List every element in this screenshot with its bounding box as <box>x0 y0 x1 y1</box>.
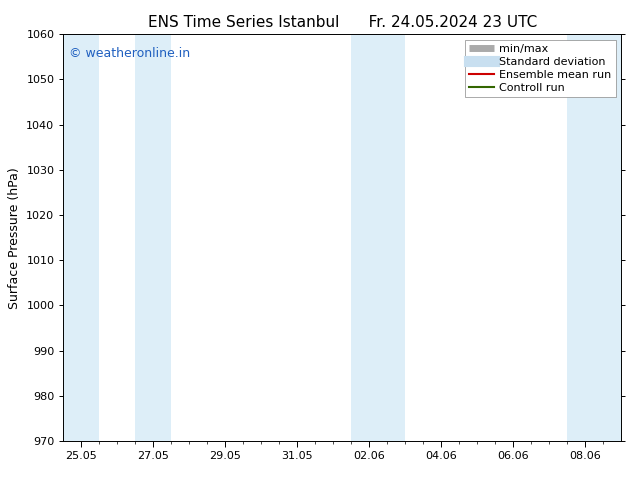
Bar <box>136 34 171 441</box>
Bar <box>63 34 100 441</box>
Legend: min/max, Standard deviation, Ensemble mean run, Controll run: min/max, Standard deviation, Ensemble me… <box>465 40 616 97</box>
Bar <box>351 34 405 441</box>
Y-axis label: Surface Pressure (hPa): Surface Pressure (hPa) <box>8 167 21 309</box>
Title: ENS Time Series Istanbul      Fr. 24.05.2024 23 UTC: ENS Time Series Istanbul Fr. 24.05.2024 … <box>148 15 537 30</box>
Text: © weatheronline.in: © weatheronline.in <box>69 47 190 59</box>
Bar <box>567 34 621 441</box>
